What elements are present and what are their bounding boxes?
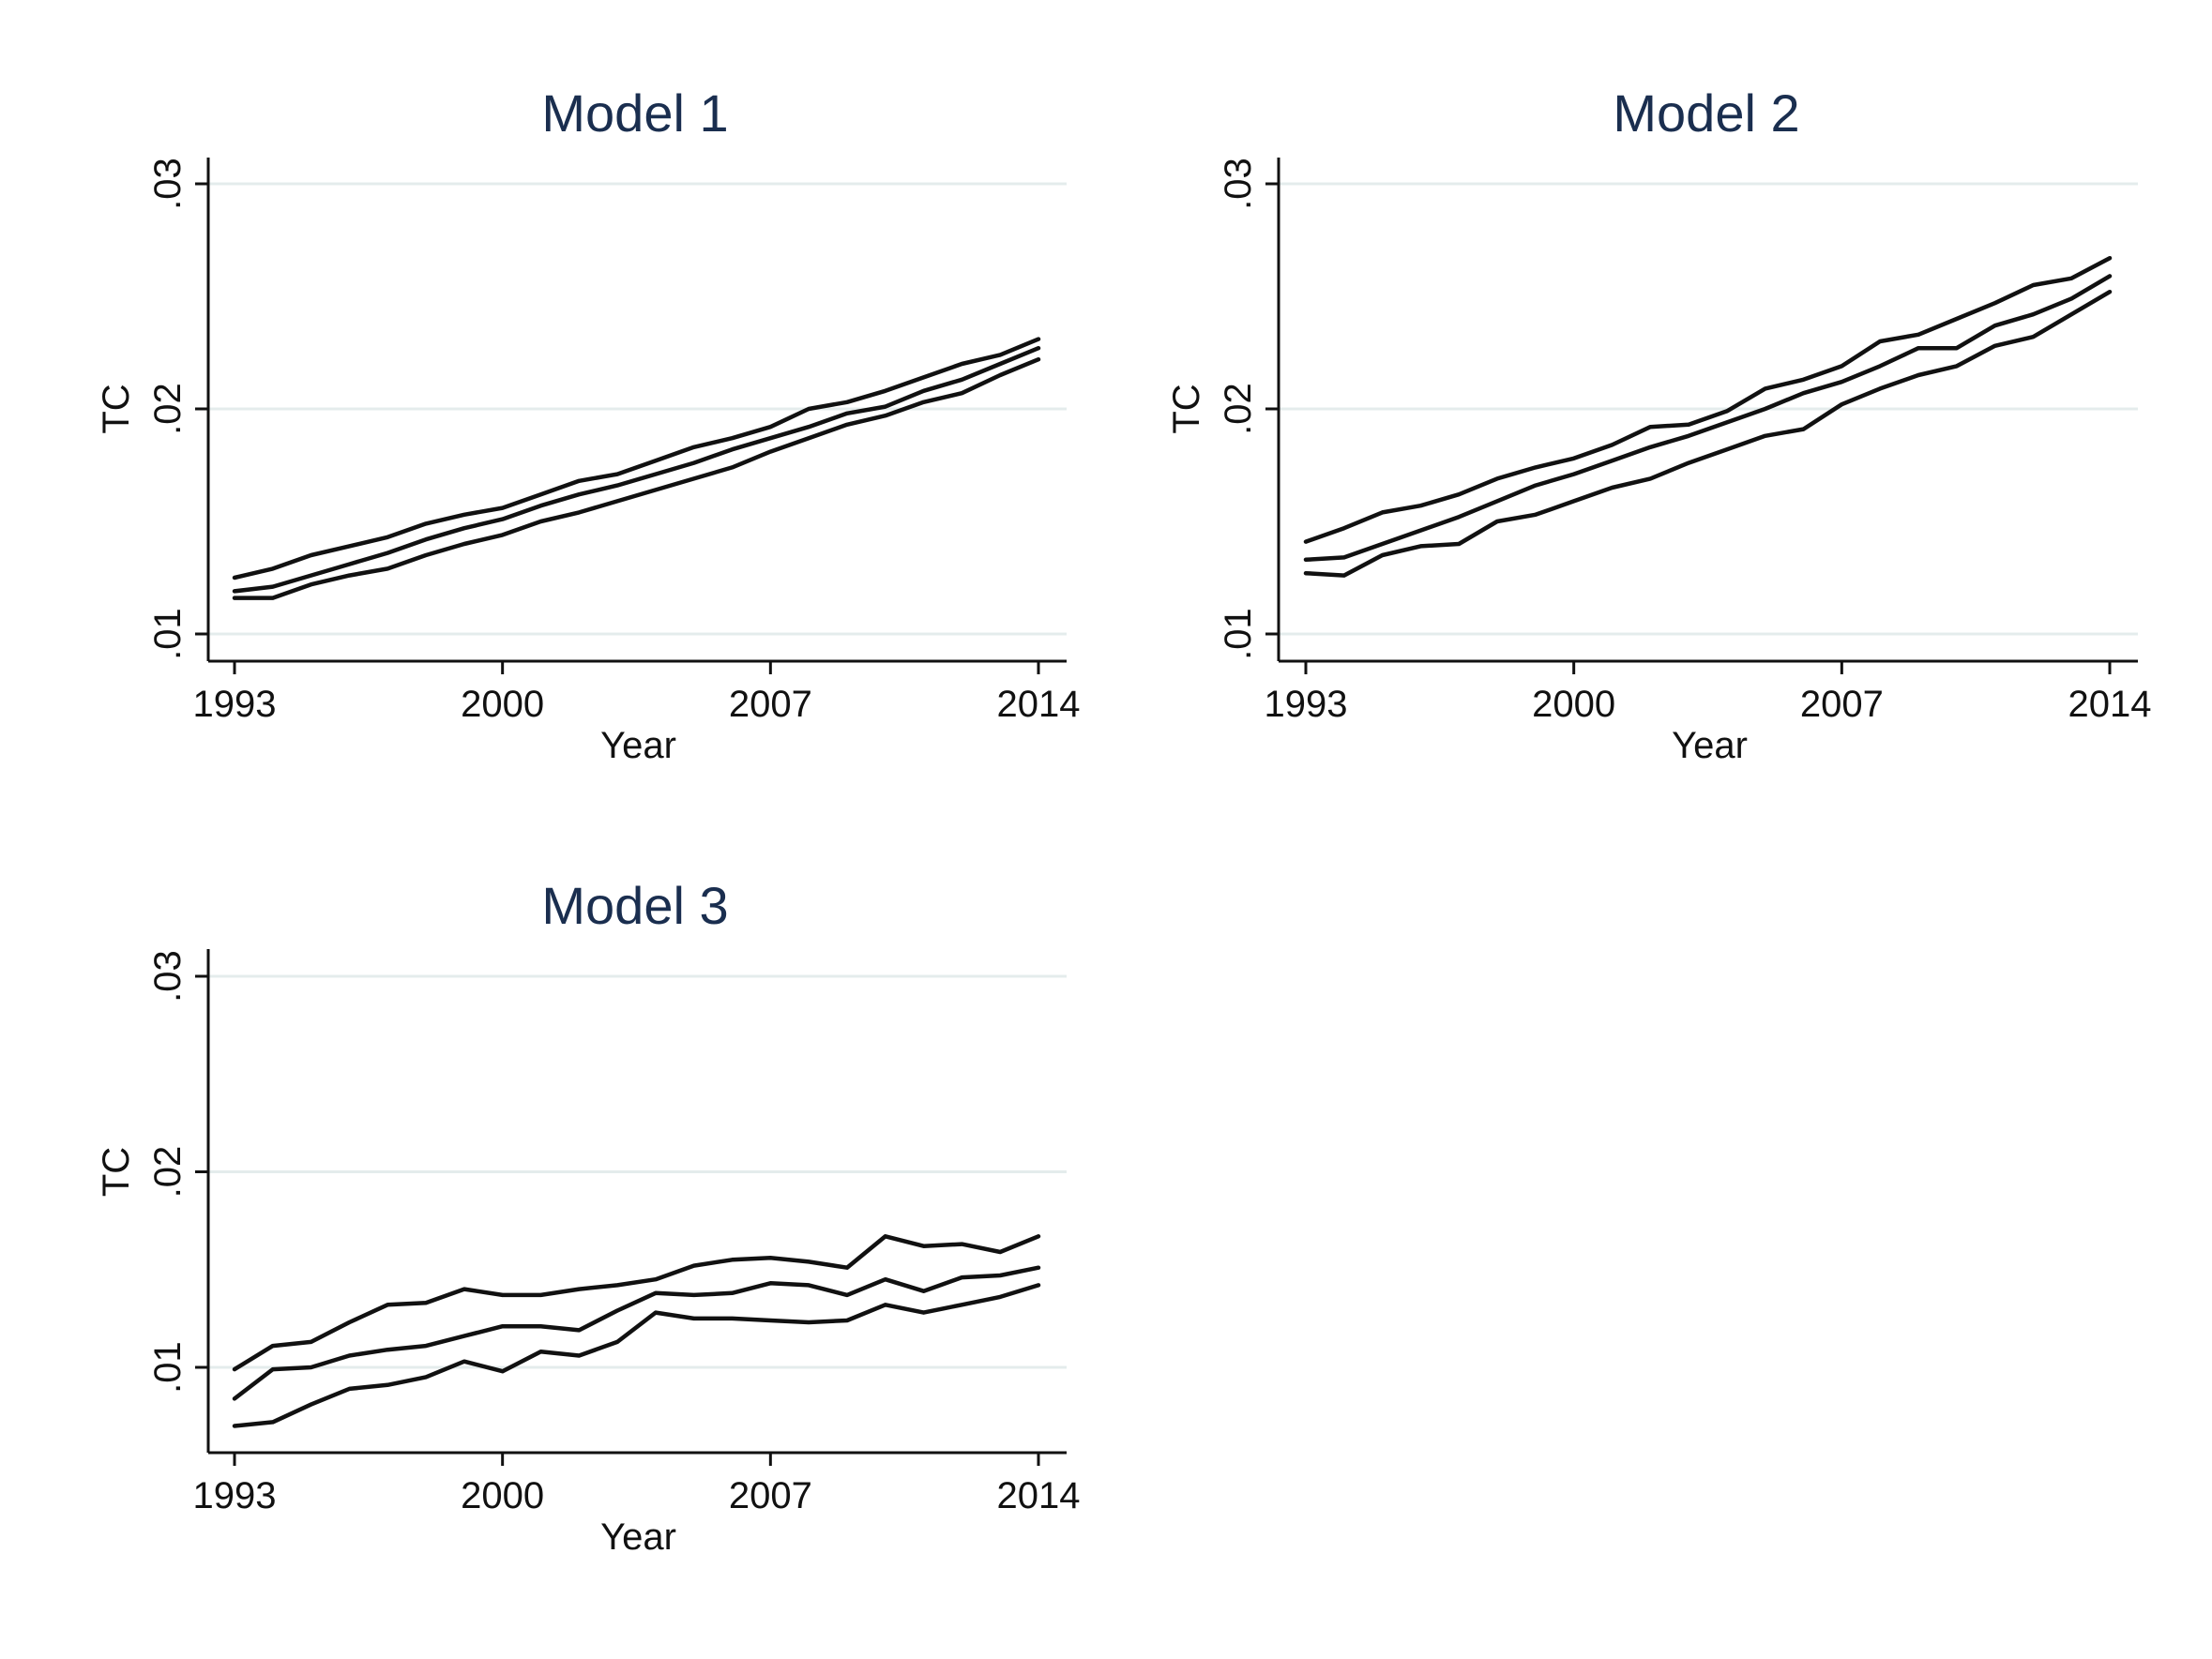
y-tick-label: .01 <box>1218 608 1259 660</box>
x-tick-label: 2014 <box>997 1475 1081 1516</box>
x-axis-title: Year <box>600 1516 676 1558</box>
y-axis-title: TC <box>1166 384 1207 433</box>
series-line-1 <box>232 1234 1041 1372</box>
y-tick-label: .03 <box>1218 158 1259 210</box>
x-axis-title: Year <box>1672 725 1748 766</box>
y-tick-label: .03 <box>147 950 189 1003</box>
x-axis-title: Year <box>600 725 676 766</box>
x-tick-label: 2000 <box>461 1475 544 1516</box>
x-tick-label: 2007 <box>729 1475 812 1516</box>
series-line-2 <box>1303 274 2113 563</box>
panel-2: .01 .02 .03 1993 2000 2007 2014 Year TC Model 2 <box>1166 83 2151 766</box>
series-line-1 <box>232 337 1041 581</box>
y-tick-label: .03 <box>147 158 189 210</box>
panel-title: Model 2 <box>1613 83 1799 143</box>
panel-title: Model 1 <box>541 83 728 143</box>
x-tick-label: 2014 <box>2068 684 2152 725</box>
y-tick-label: .02 <box>147 383 189 435</box>
series-line-2 <box>232 345 1041 594</box>
y-tick-label: .02 <box>1218 383 1259 435</box>
x-tick-label: 2007 <box>729 684 812 725</box>
x-tick-label: 1993 <box>193 684 277 725</box>
y-tick-label: .01 <box>147 608 189 660</box>
y-axis-title: TC <box>96 1147 137 1197</box>
y-axis-title: TC <box>96 384 137 433</box>
x-tick-label: 1993 <box>1265 684 1348 725</box>
x-tick-label: 2000 <box>1532 684 1615 725</box>
series-line-3 <box>232 356 1041 600</box>
x-tick-label: 2007 <box>1800 684 1884 725</box>
x-tick-label: 2000 <box>461 684 544 725</box>
series-line-3 <box>232 1283 1041 1428</box>
panel-title: Model 3 <box>541 876 728 935</box>
y-tick-label: .02 <box>147 1146 189 1199</box>
x-tick-label: 2014 <box>997 684 1081 725</box>
series-line-2 <box>232 1265 1041 1401</box>
y-tick-label: .01 <box>147 1341 189 1394</box>
series-line-3 <box>1303 289 2113 578</box>
series-line-1 <box>1303 255 2113 544</box>
panel-3: .01 .02 .03 1993 2000 2007 2014 Year TC Model 3 <box>96 876 1080 1558</box>
x-tick-label: 1993 <box>193 1475 277 1516</box>
panel-1: .01 .02 .03 1993 2000 2007 2014 Year TC Model 1 <box>96 83 1080 766</box>
